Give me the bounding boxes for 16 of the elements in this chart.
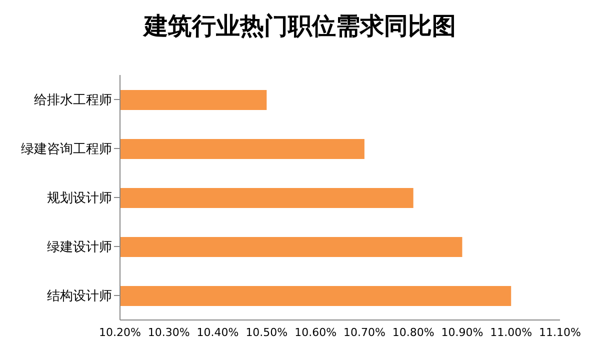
y-tick-label: 绿建设计师 [47, 240, 112, 256]
y-tick-label: 规划设计师 [47, 191, 112, 206]
x-tick-label: 10.70% [343, 326, 386, 339]
x-tick-label: 10.20% [99, 326, 141, 339]
x-tick-label: 11.10% [539, 326, 581, 339]
x-tick-label: 10.80% [392, 326, 434, 339]
x-tick-label: 10.40% [196, 326, 239, 339]
y-tick-label: 给排水工程师 [34, 93, 112, 108]
x-tick-label: 10.90% [441, 326, 484, 339]
y-tick-label: 结构设计师 [47, 289, 112, 304]
x-tick-label: 10.30% [148, 326, 190, 339]
x-tick-label: 11.00% [490, 326, 532, 339]
y-tick-label: 绿建咨询工程师 [21, 142, 112, 158]
x-tick-label: 10.50% [246, 326, 288, 339]
x-tick-label: 10.60% [294, 326, 337, 339]
chart-title: 建筑行业热门职位需求同比图 [142, 10, 457, 42]
